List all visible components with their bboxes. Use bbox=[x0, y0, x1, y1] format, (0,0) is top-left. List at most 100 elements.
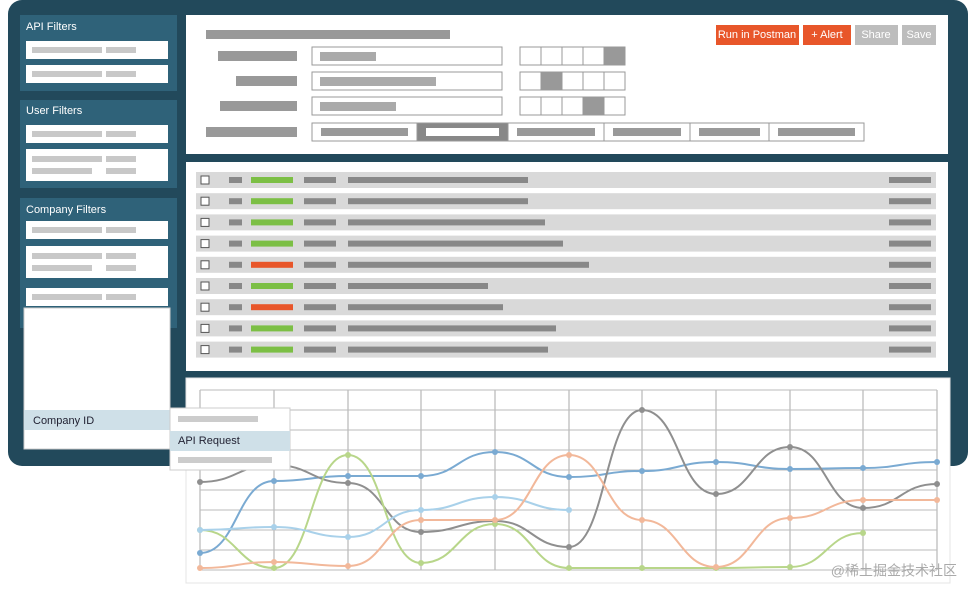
toggle[interactable] bbox=[519, 46, 542, 66]
placeholder bbox=[220, 101, 297, 111]
placeholder bbox=[889, 240, 931, 247]
placeholder bbox=[304, 240, 336, 247]
point bbox=[566, 544, 572, 550]
button-label[interactable]: + Alert bbox=[811, 29, 843, 41]
placeholder bbox=[304, 198, 336, 205]
checkbox[interactable] bbox=[200, 239, 210, 249]
placeholder bbox=[320, 102, 396, 111]
button-label[interactable]: Run in Postman bbox=[718, 29, 796, 41]
button[interactable] bbox=[803, 25, 851, 45]
point bbox=[418, 507, 424, 513]
placeholder bbox=[106, 71, 136, 77]
row[interactable] bbox=[196, 320, 936, 337]
placeholder bbox=[304, 346, 336, 353]
point bbox=[934, 481, 940, 487]
toggle[interactable] bbox=[582, 46, 605, 66]
placeholder bbox=[889, 198, 931, 205]
point bbox=[418, 473, 424, 479]
dropdown-item[interactable]: Company ID bbox=[33, 415, 94, 427]
placeholder bbox=[106, 131, 136, 137]
placeholder bbox=[32, 47, 102, 53]
placeholder bbox=[304, 283, 336, 289]
toggle[interactable] bbox=[540, 46, 563, 66]
toggle[interactable] bbox=[603, 46, 626, 66]
toggle[interactable] bbox=[582, 96, 605, 116]
toggle[interactable] bbox=[582, 71, 605, 91]
placeholder bbox=[106, 294, 136, 300]
section-title: API Filters bbox=[26, 21, 77, 33]
checkbox[interactable] bbox=[200, 323, 210, 333]
dropdown-selected[interactable] bbox=[24, 410, 170, 430]
checkbox[interactable] bbox=[200, 260, 210, 270]
placeholder bbox=[613, 128, 681, 136]
submenu-selected[interactable] bbox=[170, 431, 290, 451]
toggle[interactable] bbox=[540, 71, 563, 91]
button[interactable] bbox=[716, 25, 799, 45]
section-title: User Filters bbox=[26, 105, 83, 117]
point bbox=[566, 474, 572, 480]
row[interactable] bbox=[196, 214, 936, 231]
placeholder bbox=[304, 261, 336, 268]
toggle[interactable] bbox=[561, 96, 584, 116]
point bbox=[197, 565, 203, 571]
point bbox=[713, 491, 719, 497]
filter-box[interactable] bbox=[26, 246, 168, 278]
toggle[interactable] bbox=[561, 71, 584, 91]
submenu-item[interactable]: API Request bbox=[178, 435, 240, 447]
row[interactable] bbox=[196, 235, 936, 252]
placeholder bbox=[889, 283, 931, 289]
placeholder bbox=[32, 71, 102, 77]
row[interactable] bbox=[196, 193, 936, 210]
section-title: Company Filters bbox=[26, 204, 107, 216]
toggle[interactable] bbox=[561, 46, 584, 66]
placeholder bbox=[106, 253, 136, 259]
placeholder bbox=[32, 156, 102, 162]
button-label[interactable]: Share bbox=[861, 29, 890, 41]
placeholder bbox=[320, 52, 376, 61]
placeholder bbox=[32, 265, 92, 271]
placeholder bbox=[106, 227, 136, 233]
row[interactable] bbox=[196, 299, 936, 316]
placeholder bbox=[348, 177, 528, 183]
toggle[interactable] bbox=[519, 96, 542, 116]
row[interactable] bbox=[196, 341, 936, 358]
checkbox[interactable] bbox=[200, 281, 210, 291]
point bbox=[345, 534, 351, 540]
checkbox[interactable] bbox=[200, 345, 210, 355]
point bbox=[566, 565, 572, 571]
checkbox[interactable] bbox=[200, 175, 210, 185]
checkbox[interactable] bbox=[200, 217, 210, 227]
placeholder bbox=[889, 261, 931, 268]
placeholder bbox=[251, 219, 293, 226]
point bbox=[934, 459, 940, 465]
placeholder bbox=[32, 294, 102, 300]
placeholder bbox=[348, 346, 548, 353]
placeholder bbox=[251, 177, 293, 183]
point bbox=[787, 444, 793, 450]
toggle[interactable] bbox=[603, 71, 626, 91]
row[interactable] bbox=[196, 172, 936, 188]
checkbox[interactable] bbox=[200, 302, 210, 312]
checkbox[interactable] bbox=[200, 196, 210, 206]
point bbox=[639, 565, 645, 571]
placeholder bbox=[348, 261, 589, 268]
button[interactable] bbox=[902, 25, 936, 45]
placeholder bbox=[889, 346, 931, 353]
watermark: @稀土掘金技术社区 bbox=[831, 563, 957, 579]
toggle[interactable] bbox=[603, 96, 626, 116]
placeholder bbox=[251, 240, 293, 247]
placeholder bbox=[426, 128, 499, 136]
filter-box[interactable] bbox=[26, 149, 168, 181]
point bbox=[418, 560, 424, 566]
point bbox=[639, 517, 645, 523]
button-label[interactable]: Save bbox=[906, 29, 931, 41]
placeholder bbox=[178, 457, 272, 463]
placeholder bbox=[229, 261, 242, 268]
toggle[interactable] bbox=[519, 71, 542, 91]
toggle[interactable] bbox=[540, 96, 563, 116]
row[interactable] bbox=[196, 278, 936, 294]
point bbox=[639, 407, 645, 413]
point bbox=[271, 524, 277, 530]
button[interactable] bbox=[855, 25, 898, 45]
